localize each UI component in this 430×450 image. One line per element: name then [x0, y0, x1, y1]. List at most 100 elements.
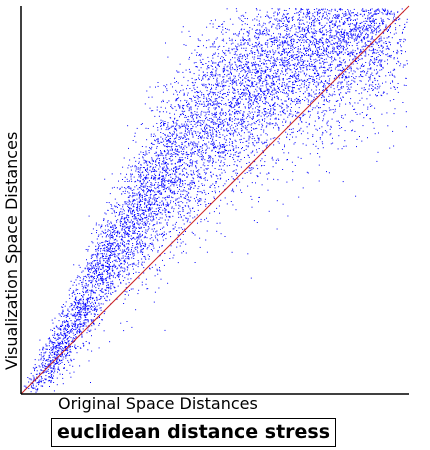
- scatter-point: [91, 295, 92, 296]
- scatter-point: [85, 268, 86, 269]
- scatter-point: [99, 305, 100, 306]
- scatter-point: [114, 211, 115, 212]
- scatter-point: [137, 215, 138, 216]
- scatter-point: [185, 115, 186, 116]
- scatter-point: [327, 49, 328, 50]
- scatter-point: [141, 189, 142, 190]
- scatter-point: [252, 29, 253, 30]
- scatter-point: [105, 230, 106, 231]
- scatter-point: [175, 156, 176, 157]
- scatter-point: [152, 250, 153, 251]
- scatter-point: [131, 181, 132, 182]
- scatter-point: [350, 23, 351, 24]
- scatter-point: [334, 78, 335, 79]
- scatter-point: [92, 261, 93, 262]
- scatter-point: [184, 215, 185, 216]
- scatter-point: [248, 155, 249, 156]
- scatter-point: [210, 156, 211, 157]
- scatter-point: [299, 62, 300, 63]
- scatter-point: [177, 151, 178, 152]
- scatter-point: [308, 49, 309, 50]
- scatter-point: [146, 207, 147, 208]
- scatter-point: [157, 191, 158, 192]
- scatter-point: [345, 114, 346, 115]
- scatter-point: [210, 23, 211, 24]
- scatter-point: [241, 167, 242, 168]
- scatter-point: [169, 258, 170, 259]
- scatter-point: [186, 191, 187, 192]
- scatter-point: [249, 30, 250, 31]
- scatter-point: [295, 71, 296, 72]
- scatter-point: [237, 156, 238, 157]
- scatter-point: [376, 28, 377, 29]
- scatter-point: [272, 158, 273, 159]
- scatter-point: [300, 49, 301, 50]
- scatter-point: [386, 43, 387, 44]
- scatter-point: [118, 273, 119, 274]
- scatter-point: [204, 104, 205, 105]
- scatter-point: [73, 290, 74, 291]
- scatter-point: [179, 159, 180, 160]
- scatter-point: [215, 99, 216, 100]
- scatter-point: [218, 130, 219, 131]
- scatter-point: [166, 180, 167, 181]
- scatter-point: [235, 102, 236, 103]
- scatter-point: [112, 284, 113, 285]
- scatter-point: [254, 91, 255, 92]
- scatter-point: [100, 251, 101, 252]
- scatter-point: [314, 16, 315, 17]
- scatter-point: [72, 296, 73, 297]
- scatter-point: [253, 46, 254, 47]
- scatter-point: [145, 257, 146, 258]
- scatter-point: [365, 62, 366, 63]
- scatter-point: [370, 17, 371, 18]
- scatter-point: [68, 316, 69, 317]
- scatter-point: [100, 308, 101, 309]
- scatter-point: [153, 224, 154, 225]
- scatter-point: [244, 132, 245, 133]
- scatter-point: [257, 116, 258, 117]
- scatter-point: [213, 75, 214, 76]
- scatter-point: [144, 160, 145, 161]
- scatter-point: [158, 208, 159, 209]
- scatter-point: [309, 94, 310, 95]
- scatter-point: [338, 25, 339, 26]
- scatter-point: [208, 78, 209, 79]
- scatter-point: [253, 104, 254, 105]
- scatter-point: [299, 117, 300, 118]
- scatter-point: [370, 41, 371, 42]
- scatter-point: [273, 60, 274, 61]
- scatter-point: [402, 102, 403, 103]
- scatter-point: [65, 337, 66, 338]
- scatter-point: [355, 34, 356, 35]
- scatter-point: [200, 137, 201, 138]
- scatter-point: [343, 54, 344, 55]
- scatter-point: [221, 169, 222, 170]
- scatter-point: [251, 127, 252, 128]
- scatter-point: [178, 208, 179, 209]
- scatter-point: [174, 114, 175, 115]
- scatter-point: [108, 282, 109, 283]
- scatter-point: [160, 172, 161, 173]
- scatter-point: [129, 208, 130, 209]
- scatter-point: [116, 235, 117, 236]
- scatter-point: [106, 256, 107, 257]
- scatter-point: [225, 236, 226, 237]
- scatter-point: [173, 201, 174, 202]
- scatter-point: [234, 116, 235, 117]
- scatter-point: [114, 242, 115, 243]
- scatter-point: [148, 259, 149, 260]
- scatter-point: [181, 165, 182, 166]
- scatter-point: [98, 264, 99, 265]
- scatter-point: [339, 104, 340, 105]
- scatter-point: [124, 235, 125, 236]
- scatter-point: [53, 323, 54, 324]
- scatter-point: [120, 282, 121, 283]
- scatter-point: [286, 24, 287, 25]
- scatter-point: [27, 377, 28, 378]
- scatter-point: [204, 112, 205, 113]
- scatter-point: [126, 227, 127, 228]
- scatter-point: [153, 216, 154, 217]
- scatter-point: [395, 89, 396, 90]
- scatter-point: [97, 249, 98, 250]
